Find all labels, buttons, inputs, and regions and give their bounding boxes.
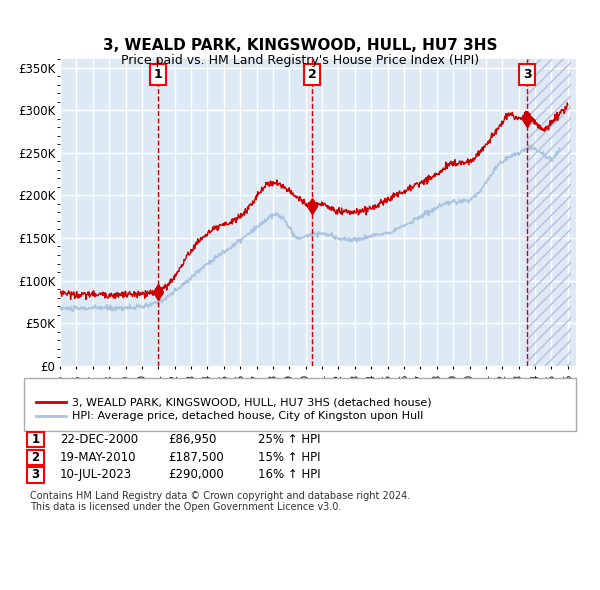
Text: 19-MAY-2010: 19-MAY-2010 [60, 451, 137, 464]
Text: Price paid vs. HM Land Registry's House Price Index (HPI): Price paid vs. HM Land Registry's House … [121, 54, 479, 67]
Text: 10-JUL-2023: 10-JUL-2023 [60, 468, 132, 481]
Bar [527, 59, 571, 366]
Bar [527, 59, 571, 366]
Text: 2: 2 [31, 451, 40, 464]
Text: 3, WEALD PARK, KINGSWOOD, HULL, HU7 3HS (detached house): 3, WEALD PARK, KINGSWOOD, HULL, HU7 3HS … [72, 398, 431, 407]
Text: 22-DEC-2000: 22-DEC-2000 [60, 433, 138, 446]
Text: 2: 2 [308, 68, 316, 81]
Text: £86,950: £86,950 [168, 433, 217, 446]
Text: £187,500: £187,500 [168, 451, 224, 464]
Bar [158, 59, 312, 366]
Text: 15% ↑ HPI: 15% ↑ HPI [258, 451, 320, 464]
Text: HPI: Average price, detached house, City of Kingston upon Hull: HPI: Average price, detached house, City… [72, 411, 424, 421]
Text: 1: 1 [154, 68, 163, 81]
Text: 3, WEALD PARK, KINGSWOOD, HULL, HU7 3HS: 3, WEALD PARK, KINGSWOOD, HULL, HU7 3HS [103, 38, 497, 53]
Text: 3: 3 [31, 468, 40, 481]
Text: Contains HM Land Registry data © Crown copyright and database right 2024.
This d: Contains HM Land Registry data © Crown c… [30, 491, 410, 513]
Text: 25% ↑ HPI: 25% ↑ HPI [258, 433, 320, 446]
Text: 3: 3 [523, 68, 532, 81]
Text: £290,000: £290,000 [168, 468, 224, 481]
Text: 16% ↑ HPI: 16% ↑ HPI [258, 468, 320, 481]
Text: 1: 1 [31, 433, 40, 446]
